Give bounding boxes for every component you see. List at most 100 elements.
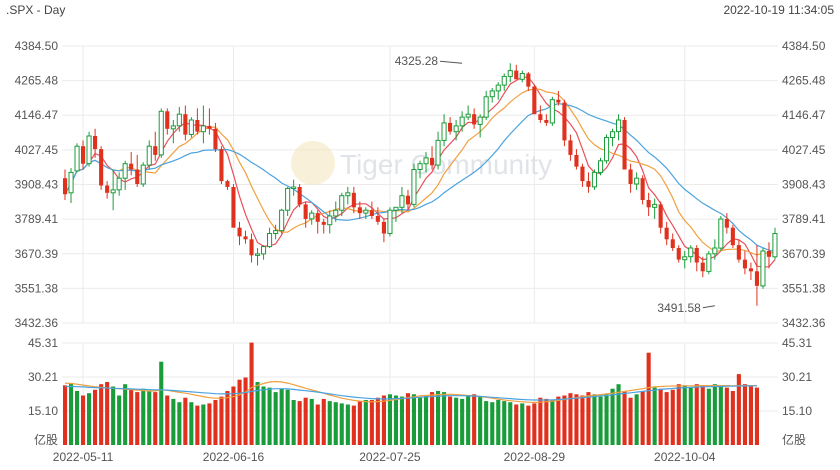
- candle-body: [519, 73, 525, 80]
- candle-body: [363, 209, 369, 214]
- volume-bar: [472, 394, 477, 445]
- candle-body: [435, 139, 441, 166]
- candle-body: [754, 271, 759, 286]
- candle-body: [375, 216, 380, 222]
- candle-body: [93, 136, 98, 150]
- candle-body: [303, 204, 308, 219]
- price-tick-label-right: 3670.39: [782, 247, 826, 261]
- volume-bar: [195, 405, 200, 445]
- candle-body: [532, 86, 537, 115]
- volume-bar: [610, 388, 615, 445]
- candle-body: [495, 84, 501, 92]
- candle-body: [153, 146, 158, 155]
- volume-bar: [117, 395, 122, 445]
- price-tick-label-right: 4146.47: [782, 108, 826, 122]
- candle-body: [327, 215, 333, 226]
- volume-bar: [393, 395, 398, 445]
- volume-bar: [628, 397, 633, 445]
- price-tick-label-right: 3432.36: [782, 316, 826, 330]
- candle-body: [183, 114, 188, 135]
- volume-bar: [75, 391, 80, 445]
- volume-bar: [496, 400, 501, 445]
- candle-body: [243, 236, 248, 240]
- volume-bar: [369, 400, 374, 445]
- candle-body: [580, 166, 585, 182]
- volume-bar: [249, 342, 254, 445]
- candle-body: [200, 125, 206, 133]
- volume-bar: [616, 384, 621, 445]
- volume-bar: [333, 402, 338, 445]
- price-tick-label-left: 4384.50: [15, 39, 59, 53]
- volume-bar: [237, 379, 242, 445]
- candle-body: [140, 164, 146, 185]
- volume-bar: [69, 383, 74, 445]
- volume-bar: [562, 395, 567, 445]
- volume-bar: [285, 389, 290, 445]
- candle-body: [772, 233, 778, 258]
- candle-body: [369, 210, 374, 216]
- candle-body: [616, 119, 622, 133]
- volume-bar: [111, 386, 116, 445]
- candle-body: [598, 160, 604, 173]
- volume-bar: [742, 384, 747, 445]
- volume-bar: [303, 397, 308, 445]
- candle-body: [574, 155, 579, 167]
- candle-body: [514, 70, 519, 80]
- volume-bar: [592, 394, 597, 445]
- candle-body: [63, 178, 68, 195]
- price-tick-label-left: 4027.45: [15, 143, 59, 157]
- candle-body: [610, 131, 616, 138]
- volume-bar: [219, 396, 224, 445]
- volume-bar: [502, 401, 507, 445]
- candle-body: [465, 113, 471, 118]
- candle-body: [188, 119, 194, 135]
- candle-body: [237, 227, 242, 237]
- volume-bar: [267, 387, 272, 445]
- candle-body: [670, 239, 675, 248]
- candle-body: [766, 251, 771, 257]
- volume-bar: [123, 384, 128, 445]
- volume-bar: [129, 389, 134, 445]
- volume-unit-label-right: 亿股: [782, 432, 806, 447]
- volume-bar: [375, 397, 380, 445]
- candle-body: [315, 213, 320, 222]
- candle-body: [333, 209, 339, 217]
- volume-bar: [153, 392, 158, 445]
- candle-body: [760, 250, 766, 287]
- volume-tick-label-left: 45.31: [28, 336, 58, 350]
- candle-body: [146, 145, 152, 166]
- date-tick-label: 2022-07-25: [359, 450, 421, 464]
- volume-bar: [622, 391, 627, 445]
- price-tick-label-right: 4265.48: [782, 74, 826, 88]
- candle-body: [411, 169, 417, 205]
- volume-bar: [442, 392, 447, 445]
- volume-bar: [225, 391, 230, 445]
- volume-bar: [490, 402, 495, 445]
- volume-bar: [676, 384, 681, 445]
- price-tick-label-right: 4027.45: [782, 143, 826, 157]
- volume-bar: [748, 386, 753, 445]
- volume-bar: [574, 394, 579, 445]
- volume-bar: [598, 396, 603, 445]
- volume-bar: [327, 401, 332, 445]
- candle-body: [309, 212, 315, 220]
- candle-body: [640, 178, 645, 200]
- price-tick-label-right: 4384.50: [782, 39, 826, 53]
- volume-bar: [688, 387, 693, 445]
- volume-bar: [381, 395, 386, 445]
- candle-body: [417, 163, 423, 170]
- date-tick-label: 2022-05-11: [53, 450, 114, 464]
- volume-bar: [99, 384, 104, 445]
- volume-tick-label-right: 45.31: [782, 336, 812, 350]
- volume-bar: [682, 385, 687, 445]
- volume-bar: [424, 395, 429, 445]
- volume-bar: [580, 395, 585, 445]
- candle-body: [526, 73, 531, 87]
- price-tick-label-left: 4265.48: [15, 74, 59, 88]
- volume-bar: [63, 385, 68, 445]
- candle-body: [489, 90, 495, 98]
- volume-bar: [448, 396, 453, 445]
- date-tick-label: 2022-08-29: [504, 450, 566, 464]
- price-tick-label-right: 3551.38: [782, 281, 826, 295]
